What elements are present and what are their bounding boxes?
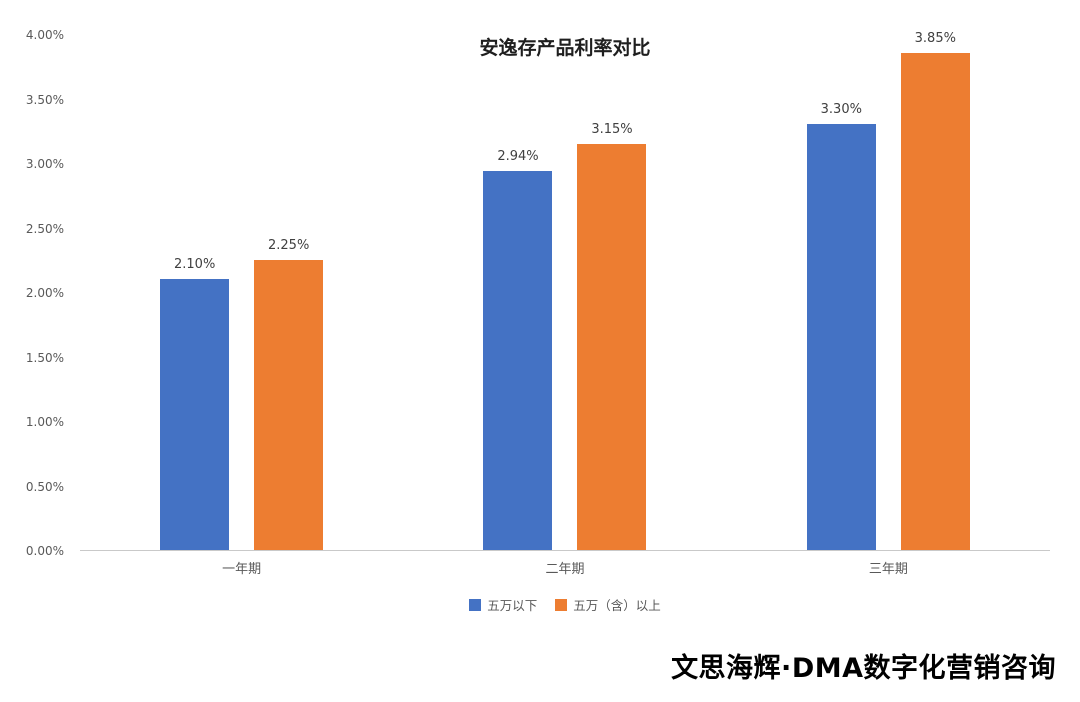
bar-value-label: 2.10% (174, 257, 216, 273)
bar-with-label: 3.15% (577, 121, 647, 550)
y-tick-label: 2.50% (25, 221, 64, 236)
bar-value-label: 3.15% (591, 121, 633, 137)
x-category-label: 二年期 (545, 562, 585, 577)
bar-value-label: 2.25% (268, 237, 310, 253)
legend-swatch-icon (469, 598, 482, 611)
y-tick-label: 0.50% (25, 479, 64, 494)
bar-with-label: 2.10% (160, 257, 230, 550)
bar-value-label: 3.30% (820, 102, 862, 118)
legend-label: 五万以下 (487, 598, 538, 613)
bar (806, 124, 876, 550)
bar (254, 259, 324, 550)
legend-swatch-icon (555, 598, 568, 611)
bar-with-label: 2.94% (483, 148, 553, 550)
y-axis: 0.00% 0.50% 1.00% 1.50% 2.00% 2.50% 3.00% 3.50%… (0, 0, 72, 600)
x-axis-labels: 一年期 二年期 三年期 (80, 558, 1050, 577)
y-tick-label: 4.00% (25, 28, 64, 42)
bar (577, 143, 647, 550)
x-category-label: 三年期 (868, 562, 908, 577)
bar-group: 2.94% 3.15% (403, 35, 726, 550)
bar (900, 53, 970, 550)
bar-value-label: 2.94% (497, 148, 539, 164)
bar (160, 279, 230, 550)
y-tick-label: 0.00% (25, 544, 64, 558)
y-tick-label: 1.50% (25, 350, 64, 365)
x-category-label: 一年期 (222, 562, 262, 577)
bar-with-label: 3.85% (900, 31, 970, 550)
legend-item: 五万（含）以上 (555, 595, 661, 614)
plot-area: 2.10% 2.25% 2.94% 3.15% 3.30% 3.85% (80, 31, 1050, 551)
bar-with-label: 2.25% (254, 237, 324, 550)
y-tick-label: 3.50% (25, 92, 64, 107)
chart-title: 安逸存产品利率对比 (479, 37, 651, 59)
y-tick-label: 1.00% (25, 415, 64, 429)
footer-brand-text: 文思海辉·DMA数字化营销咨询 (671, 653, 1056, 684)
bar-value-label: 3.85% (914, 31, 956, 47)
y-tick-label: 3.00% (25, 157, 64, 171)
legend: 五万以下 五万（含）以上 (80, 595, 1050, 614)
bar-with-label: 3.30% (806, 102, 876, 550)
plot-groups: 2.10% 2.25% 2.94% 3.15% 3.30% 3.85% (80, 31, 1050, 550)
legend-label: 五万（含）以上 (573, 598, 661, 613)
y-tick-label: 2.00% (25, 286, 64, 300)
legend-item: 五万以下 (469, 595, 537, 614)
bar-group: 2.10% 2.25% (80, 35, 403, 550)
bar-group: 3.30% 3.85% (727, 31, 1050, 550)
bar (483, 170, 553, 550)
